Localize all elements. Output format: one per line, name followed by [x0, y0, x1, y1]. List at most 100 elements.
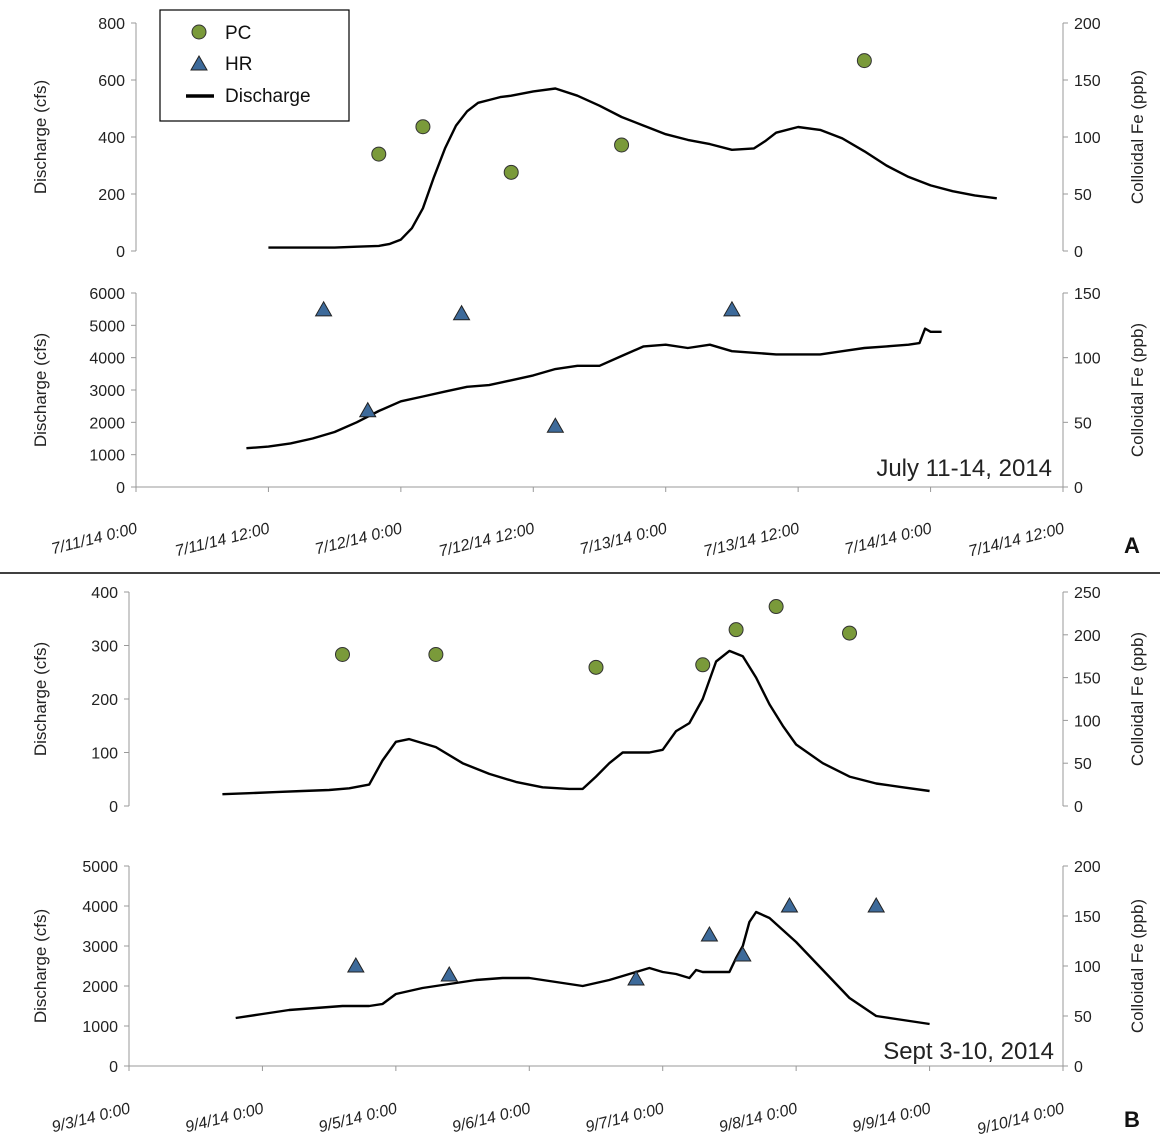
chart-B-HR: 0 1000 2000 3000 4000 5000 0 50 100 150 200 Dischar…: [31, 859, 1147, 1138]
y2-tick-label: 50: [1074, 756, 1092, 773]
hr-point: [314, 300, 333, 317]
x-tick-label: 7/12/14 0:00: [313, 520, 404, 558]
y2-tick-label: 100: [1074, 713, 1101, 730]
y-tick-label: 2000: [89, 415, 125, 432]
discharge-line: [268, 87, 997, 249]
discharge-line: [235, 910, 930, 1026]
pc-point: [371, 146, 387, 162]
x-tick-label: 9/9/14 0:00: [851, 1100, 933, 1136]
y-tick-label: 200: [98, 187, 125, 204]
chart-B-PC: 0 100 200 300 400 0 50 100 150 200 250 Discharge (c…: [31, 585, 1147, 816]
pc-point: [728, 622, 744, 638]
y-tick-label: 800: [98, 16, 125, 33]
y2-tick-label: 0: [1074, 1059, 1083, 1076]
y-tick-label: 5000: [89, 318, 125, 335]
y-tick-label: 4000: [82, 899, 118, 916]
y2-tick-label: 0: [1074, 244, 1083, 261]
x-tick-label: 7/14/14 12:00: [967, 520, 1066, 560]
x-tick-label: 7/11/14 12:00: [173, 520, 271, 560]
pc-point: [614, 137, 630, 153]
hr-point: [440, 965, 459, 982]
x-tick-label: 9/6/14 0:00: [450, 1100, 532, 1136]
pc-point: [695, 657, 711, 673]
y-tick-label: 0: [116, 244, 125, 261]
y-axis-title: Discharge (cfs): [31, 333, 50, 447]
discharge-line: [222, 649, 930, 796]
legend-pc-marker: [191, 24, 207, 40]
x-tick-label: 9/5/14 0:00: [317, 1100, 399, 1136]
hr-point: [346, 956, 365, 973]
y2-tick-label: 50: [1074, 415, 1092, 432]
hr-point: [780, 896, 799, 913]
x-tick-label: 9/3/14 0:00: [50, 1100, 132, 1136]
y2-tick-label: 200: [1074, 859, 1101, 876]
y2-axis-title: Colloidal Fe (ppb): [1128, 323, 1147, 457]
y2-tick-label: 0: [1074, 799, 1083, 816]
x-tick-label: 7/13/14 12:00: [702, 520, 801, 560]
y2-tick-label: 50: [1074, 1009, 1092, 1026]
y-tick-label: 600: [98, 73, 125, 90]
y2-axis-title: Colloidal Fe (ppb): [1128, 70, 1147, 204]
x-tick-label: 7/11/14 0:00: [50, 520, 139, 558]
chart-A-HR: 0 1000 2000 3000 4000 5000 6000 0 50 100 150 Discha…: [31, 286, 1147, 561]
y2-tick-label: 100: [1074, 130, 1101, 147]
y-tick-label: 400: [91, 585, 118, 602]
pc-point: [428, 646, 444, 662]
y-tick-label: 100: [91, 746, 118, 763]
y-tick-label: 3000: [89, 383, 125, 400]
y2-tick-label: 100: [1074, 959, 1101, 976]
y-tick-label: 0: [116, 480, 125, 497]
y2-tick-label: 50: [1074, 187, 1092, 204]
legend-pc-label: PC: [225, 23, 251, 44]
hr-point: [867, 896, 886, 913]
y-axis-title: Discharge (cfs): [31, 642, 50, 756]
y-tick-label: 200: [91, 692, 118, 709]
y2-tick-label: 150: [1074, 671, 1101, 688]
pc-point: [588, 659, 604, 675]
y2-tick-label: 200: [1074, 16, 1101, 33]
y-tick-label: 0: [109, 1059, 118, 1076]
legend: PC HR Discharge: [159, 9, 350, 122]
hr-point: [627, 969, 645, 986]
hr-point: [700, 925, 719, 942]
hr-point: [358, 401, 377, 418]
y2-tick-label: 150: [1074, 909, 1101, 926]
x-tick-label: 7/13/14 0:00: [578, 520, 669, 558]
legend-hr-label: HR: [225, 54, 252, 75]
pc-point: [768, 599, 784, 615]
panel-letter-B: B: [1124, 1107, 1140, 1132]
y2-tick-label: 150: [1074, 286, 1101, 303]
y2-tick-label: 100: [1074, 351, 1101, 368]
chart-A-PC: 0 200 400 600 800 0 50 100 150 200 Discharge (cfs)…: [31, 16, 1147, 261]
y-tick-label: 1000: [82, 1019, 118, 1036]
y-axis-title: Discharge (cfs): [31, 80, 50, 194]
y-tick-label: 0: [109, 799, 118, 816]
x-tick-label: 7/14/14 0:00: [843, 520, 934, 558]
y-tick-label: 400: [98, 130, 125, 147]
pc-point: [856, 53, 872, 69]
y-tick-label: 6000: [89, 286, 125, 303]
hr-point: [723, 300, 741, 317]
date-label-B: Sept 3-10, 2014: [883, 1038, 1054, 1065]
pc-point: [334, 646, 350, 662]
pc-point: [415, 119, 431, 135]
y-tick-label: 2000: [82, 979, 118, 996]
y2-tick-label: 0: [1074, 480, 1083, 497]
y-tick-label: 1000: [89, 448, 125, 465]
x-tick-label: 9/7/14 0:00: [584, 1100, 666, 1136]
panel-letter-A: A: [1124, 533, 1140, 558]
hr-point: [546, 417, 565, 433]
date-label-A: July 11-14, 2014: [876, 455, 1052, 482]
y2-tick-label: 250: [1074, 585, 1101, 602]
hr-point: [452, 304, 471, 321]
x-tick-label: 7/12/14 12:00: [437, 520, 536, 560]
y-tick-label: 300: [91, 639, 118, 656]
pc-point: [842, 625, 858, 641]
legend-hr-marker: [190, 54, 208, 71]
x-tick-label: 9/8/14 0:00: [717, 1100, 799, 1136]
y2-tick-label: 150: [1074, 73, 1101, 90]
legend-discharge-label: Discharge: [225, 86, 311, 107]
x-tick-label: 9/4/14 0:00: [184, 1100, 266, 1136]
hr-point: [733, 945, 752, 962]
